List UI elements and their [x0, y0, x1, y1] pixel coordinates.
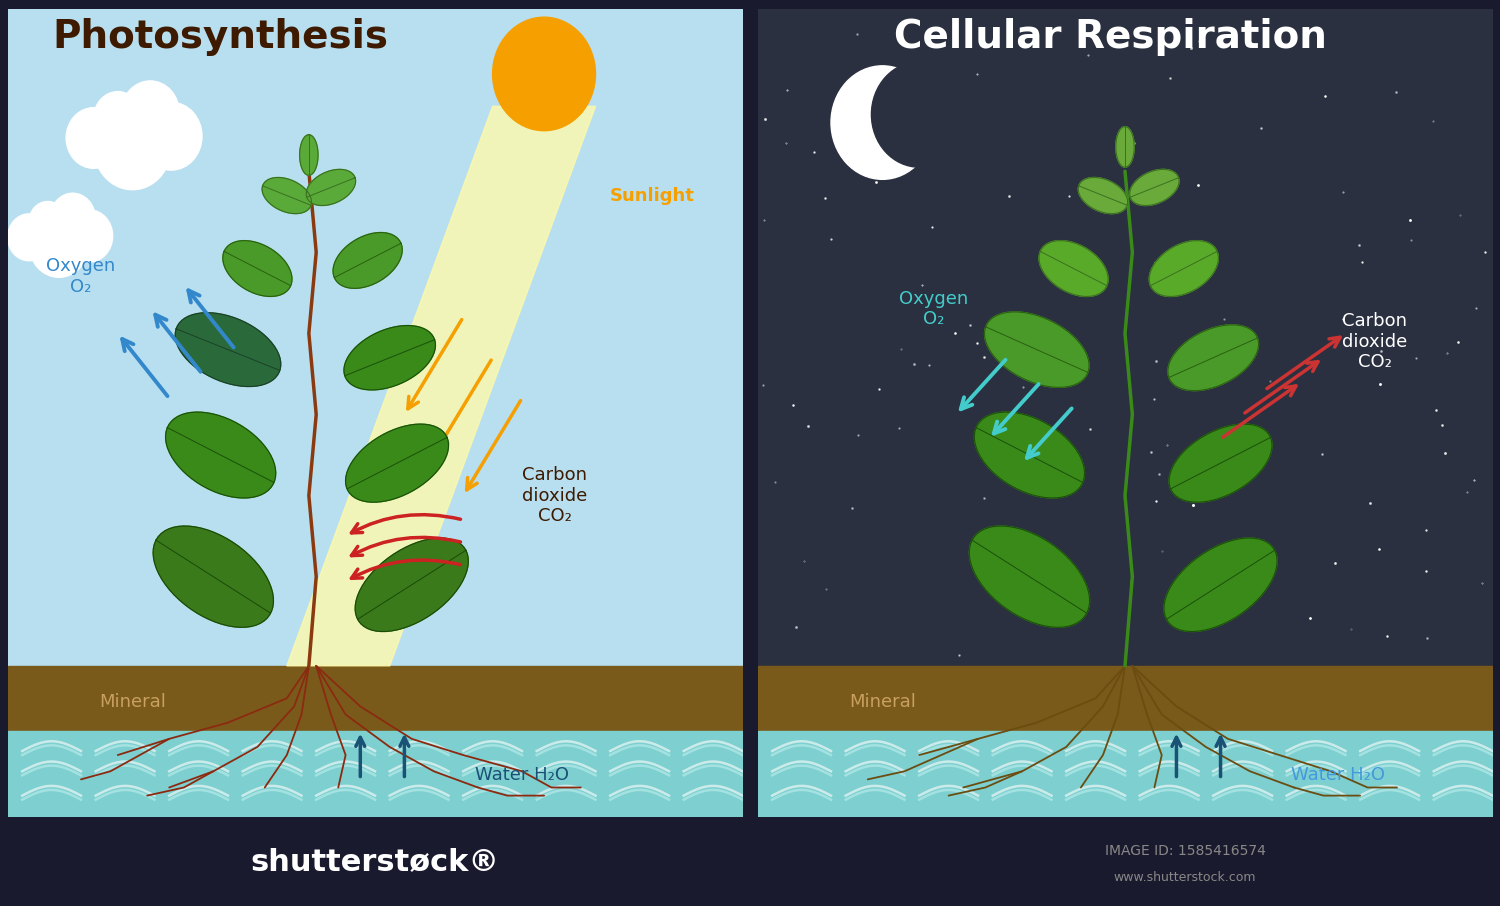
- Polygon shape: [1116, 127, 1134, 167]
- Bar: [758, 9, 1492, 674]
- Text: Cellular Respiration: Cellular Respiration: [894, 18, 1326, 56]
- Text: IMAGE ID: 1585416574: IMAGE ID: 1585416574: [1104, 844, 1266, 858]
- Text: Carbon
dioxide
CO₂: Carbon dioxide CO₂: [1342, 312, 1407, 371]
- Text: Oxygen
O₂: Oxygen O₂: [900, 290, 969, 329]
- Polygon shape: [975, 412, 1084, 498]
- Polygon shape: [1040, 241, 1108, 296]
- Circle shape: [66, 108, 122, 169]
- Text: Mineral: Mineral: [99, 693, 166, 711]
- Circle shape: [93, 104, 171, 189]
- Circle shape: [831, 66, 934, 179]
- Circle shape: [141, 102, 202, 170]
- Text: Photosynthesis: Photosynthesis: [53, 18, 388, 56]
- Circle shape: [50, 193, 94, 243]
- Polygon shape: [165, 412, 276, 498]
- Polygon shape: [286, 106, 596, 666]
- Text: Carbon
dioxide
CO₂: Carbon dioxide CO₂: [522, 466, 588, 525]
- Bar: [15, 237, 102, 251]
- Polygon shape: [153, 526, 273, 627]
- Polygon shape: [1168, 325, 1258, 390]
- Polygon shape: [1164, 538, 1276, 631]
- Circle shape: [64, 210, 112, 262]
- Polygon shape: [306, 169, 356, 206]
- Polygon shape: [224, 241, 292, 296]
- Text: Water H₂O: Water H₂O: [1292, 766, 1384, 785]
- Polygon shape: [176, 313, 280, 387]
- Circle shape: [93, 92, 142, 145]
- Polygon shape: [1168, 424, 1272, 502]
- Text: Water H₂O: Water H₂O: [476, 766, 568, 785]
- Text: Oxygen
O₂: Oxygen O₂: [46, 257, 116, 296]
- Circle shape: [28, 201, 66, 243]
- Polygon shape: [984, 312, 1089, 388]
- Text: www.shutterstock.com: www.shutterstock.com: [1113, 871, 1257, 884]
- Polygon shape: [356, 538, 468, 631]
- Bar: [758, 731, 1492, 820]
- Text: Mineral: Mineral: [849, 693, 916, 711]
- Circle shape: [28, 211, 88, 277]
- Text: Sunlight: Sunlight: [610, 187, 695, 205]
- Bar: [8, 731, 742, 820]
- Circle shape: [122, 81, 180, 145]
- Polygon shape: [345, 424, 448, 502]
- Polygon shape: [333, 233, 402, 288]
- Polygon shape: [300, 135, 318, 175]
- Polygon shape: [1078, 178, 1128, 214]
- Polygon shape: [1130, 169, 1179, 206]
- Circle shape: [8, 214, 50, 261]
- Polygon shape: [262, 178, 312, 214]
- Polygon shape: [344, 325, 435, 390]
- Polygon shape: [1149, 241, 1218, 296]
- Bar: [8, 666, 742, 739]
- Bar: [76, 138, 189, 156]
- Bar: [8, 9, 742, 674]
- Bar: [758, 666, 1492, 739]
- Text: shutterstøck®: shutterstøck®: [251, 847, 500, 876]
- Circle shape: [871, 62, 968, 168]
- Polygon shape: [969, 526, 1089, 627]
- Circle shape: [492, 17, 596, 130]
